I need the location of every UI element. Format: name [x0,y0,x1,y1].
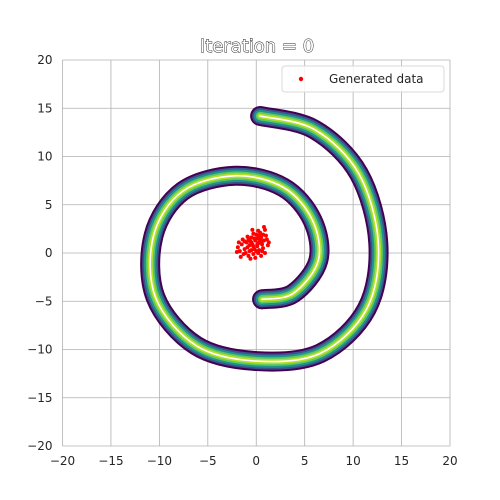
x-tick-label: 10 [345,454,360,468]
data-point [238,254,243,259]
y-tick-label: −5 [35,294,53,308]
y-tick-label: 10 [37,150,52,164]
y-tick-label: −15 [27,391,52,405]
x-tick-label: −20 [50,454,75,468]
legend-box [281,65,445,93]
data-point [262,224,266,229]
x-tick-label: 15 [394,454,409,468]
data-point [256,228,261,233]
data-point [246,237,251,242]
data-point [251,251,256,256]
data-point [248,256,253,261]
data-point [242,247,247,252]
x-tick-label: −15 [98,454,123,468]
chart-title: Iteration = 0 [200,36,314,57]
data-point [260,239,265,244]
y-tick-label: 5 [45,198,53,212]
target-density-contours [140,105,389,372]
data-point [262,251,267,255]
y-tick-label: −20 [27,439,52,453]
data-point [260,249,265,254]
data-point [246,253,251,258]
data-point [234,250,239,255]
generated-data-points [234,224,271,261]
data-point [259,253,264,258]
x-tick-label: −5 [199,454,217,468]
data-point [235,245,240,250]
data-point [249,235,254,240]
data-point [253,255,258,260]
data-point [242,239,247,244]
legend-marker-generated-data [298,76,304,82]
y-tick-label: −10 [27,343,52,357]
data-point [247,243,252,248]
contour-ridge [149,115,380,363]
data-point [249,240,254,245]
data-point [250,227,255,232]
legend-label-generated-data: Generated data [329,72,424,86]
y-tick-label: 15 [37,101,52,115]
y-tick-label: 20 [37,53,52,67]
data-point [255,242,260,247]
x-tick-label: 5 [301,454,309,468]
data-point [249,248,254,253]
data-point [261,232,266,237]
legend: Generated data [281,65,445,93]
y-tick-label: 0 [45,246,53,260]
data-point [266,240,271,245]
data-point [239,242,244,247]
x-tick-label: −10 [147,454,172,468]
data-point [257,233,262,238]
data-point [243,251,248,255]
data-point [254,249,259,254]
data-point [264,237,269,242]
x-tick-label: 0 [252,454,260,468]
data-point [251,231,256,236]
data-point [236,240,241,245]
data-point [260,242,265,247]
data-point [251,244,256,249]
axis-ticks: −20 −15 −10 −5 0 5 10 15 20 −20 −15 −10 −5 0 5 10 15 20 [27,53,457,468]
x-tick-label: 20 [442,454,457,468]
